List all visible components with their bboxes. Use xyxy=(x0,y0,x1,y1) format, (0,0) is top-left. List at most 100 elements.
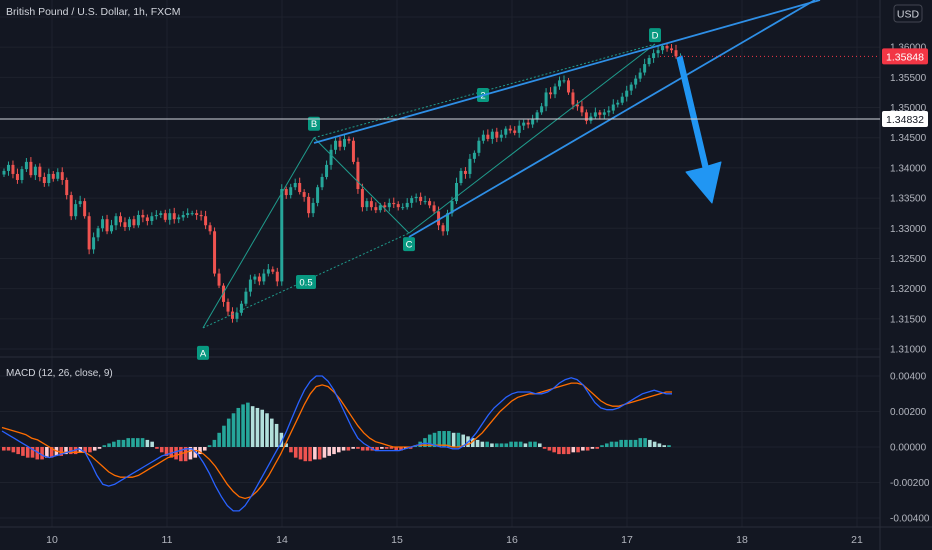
candle-body xyxy=(508,128,512,131)
candle-body xyxy=(253,276,257,280)
candle-body xyxy=(74,204,78,217)
candle-body xyxy=(114,216,118,226)
candle-body xyxy=(454,183,458,202)
macd-histogram-bar xyxy=(557,447,561,455)
candle-body xyxy=(486,134,490,139)
time-tick-label: 18 xyxy=(736,534,748,546)
macd-histogram-bar xyxy=(600,445,604,447)
pattern-point-d: D xyxy=(652,31,659,42)
candle-body xyxy=(248,279,252,292)
candle-body xyxy=(222,285,226,302)
candle-body xyxy=(499,134,503,138)
candle-body xyxy=(141,214,145,218)
pattern-ratio-ab-bg xyxy=(296,275,316,289)
candle-body xyxy=(401,207,405,209)
candle-body xyxy=(432,205,436,212)
candle-body xyxy=(325,164,329,177)
candle-body xyxy=(311,202,315,214)
hline-price-label: 1.34832 xyxy=(886,114,924,126)
candle-body xyxy=(522,122,526,126)
macd-histogram-bar xyxy=(451,432,456,447)
candle-body xyxy=(168,213,172,220)
candle-body xyxy=(428,201,432,206)
candle-body xyxy=(69,195,73,217)
candle-body xyxy=(195,213,199,215)
macd-histogram-bar xyxy=(322,447,327,458)
candle-body xyxy=(549,92,553,95)
pattern-leg xyxy=(408,43,656,234)
time-tick-label: 14 xyxy=(276,534,288,546)
macd-histogram-bar xyxy=(605,443,609,447)
time-tick-label: 21 xyxy=(851,534,863,546)
candle-body xyxy=(101,219,105,229)
macd-histogram-bar xyxy=(49,447,54,458)
candle-body xyxy=(280,189,284,282)
price-tick-label: 1.32000 xyxy=(890,284,927,295)
pattern-ratio-ab: 0.5 xyxy=(299,278,312,289)
macd-axis[interactable]: 0.00400 0.00200 0.00000 -0.00200 -0.00400 xyxy=(890,372,930,525)
candle-body xyxy=(459,170,463,183)
candle-body xyxy=(235,312,239,319)
candle-body xyxy=(405,202,409,208)
time-axis[interactable]: 10 11 14 15 16 17 18 21 xyxy=(46,534,863,546)
candle-body xyxy=(652,53,656,59)
macd-histogram-bar xyxy=(566,447,571,455)
macd-histogram-bar xyxy=(241,404,245,447)
candle-body xyxy=(87,216,91,250)
currency-button[interactable]: USD xyxy=(893,4,923,23)
candle-body xyxy=(629,84,633,91)
last-price-tag: 1.35848 xyxy=(882,48,928,65)
candle-body xyxy=(38,166,42,177)
candle-body xyxy=(96,228,100,238)
candle-body xyxy=(566,80,570,93)
candle-body xyxy=(584,112,588,121)
candle-body xyxy=(150,216,154,222)
macd-histogram-bar xyxy=(303,447,308,462)
macd-histogram-bar xyxy=(494,443,499,447)
macd-histogram-bar xyxy=(480,441,485,447)
symbol-title: British Pound / U.S. Dollar, 1h, FXCM xyxy=(6,6,180,18)
macd-histogram-bar xyxy=(317,447,322,460)
macd-histogram-bar xyxy=(246,402,250,447)
candle-body xyxy=(661,45,665,51)
candle-body xyxy=(266,269,270,274)
candle-body xyxy=(670,48,674,51)
candle-body xyxy=(369,201,373,208)
macd-histogram-bar xyxy=(270,418,274,447)
macd-histogram-bar xyxy=(389,447,394,449)
candle-body xyxy=(360,189,364,208)
candle-body xyxy=(230,311,234,319)
candle-body xyxy=(11,164,15,174)
candle-body xyxy=(598,112,602,115)
candle-body xyxy=(593,112,597,117)
candle-body xyxy=(437,211,441,226)
macd-histogram-bar xyxy=(136,438,140,447)
macd-histogram-bar xyxy=(97,447,102,449)
macd-histogram-bar xyxy=(298,447,303,460)
price-tick-label: 1.34500 xyxy=(890,133,927,144)
candle-body xyxy=(217,273,221,286)
price-tick-label: 1.31000 xyxy=(890,345,927,356)
candle-body xyxy=(2,170,6,175)
macd-histogram-bar xyxy=(260,409,265,447)
macd-histogram-bar xyxy=(83,447,87,453)
candle-body xyxy=(65,179,69,196)
price-axis[interactable]: 1.31000 1.31500 1.32000 1.32500 1.33000 1.335… xyxy=(890,43,927,356)
candle-body xyxy=(239,303,243,313)
candle-body xyxy=(118,216,122,223)
candle-body xyxy=(199,214,203,217)
candle-body xyxy=(647,58,651,65)
candle-body xyxy=(351,140,355,162)
macd-histogram-bar xyxy=(332,447,336,455)
candle-body xyxy=(159,213,163,215)
candle-body xyxy=(181,214,185,218)
candle-body xyxy=(307,196,311,214)
macd-histogram-bar xyxy=(121,439,126,447)
time-tick-label: 17 xyxy=(621,534,633,546)
pattern-point-c-bg xyxy=(403,237,415,252)
candle-body xyxy=(517,125,521,133)
macd-histogram-bar xyxy=(652,441,657,447)
macd-histogram-bar xyxy=(284,443,288,447)
